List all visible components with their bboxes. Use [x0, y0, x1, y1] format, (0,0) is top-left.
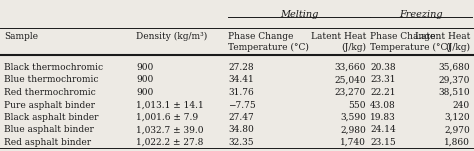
Text: 23.15: 23.15 — [370, 138, 396, 147]
Text: 31.76: 31.76 — [228, 88, 254, 97]
Text: Phase Change
Temperature (°C): Phase Change Temperature (°C) — [370, 32, 451, 52]
Text: Freezing: Freezing — [399, 10, 443, 19]
Text: 19.83: 19.83 — [370, 113, 396, 122]
Text: 2,980: 2,980 — [340, 125, 366, 135]
Text: Melting: Melting — [280, 10, 318, 19]
Text: 900: 900 — [136, 88, 153, 97]
Text: 27.47: 27.47 — [228, 113, 254, 122]
Text: Blue thermochromic: Blue thermochromic — [4, 76, 99, 85]
Text: Pure asphalt binder: Pure asphalt binder — [4, 101, 95, 109]
Text: Sample: Sample — [4, 32, 38, 41]
Text: 550: 550 — [348, 101, 366, 109]
Text: 25,040: 25,040 — [334, 76, 366, 85]
Text: 2,970: 2,970 — [444, 125, 470, 135]
Text: 900: 900 — [136, 76, 153, 85]
Text: 32.35: 32.35 — [228, 138, 254, 147]
Text: 27.28: 27.28 — [228, 63, 254, 72]
Text: 3,120: 3,120 — [444, 113, 470, 122]
Text: 1,001.6 ± 7.9: 1,001.6 ± 7.9 — [136, 113, 198, 122]
Text: Red thermochromic: Red thermochromic — [4, 88, 96, 97]
Text: 43.08: 43.08 — [370, 101, 396, 109]
Text: 1,860: 1,860 — [444, 138, 470, 147]
Text: 24.14: 24.14 — [370, 125, 396, 135]
Text: 34.41: 34.41 — [228, 76, 254, 85]
Text: 3,590: 3,590 — [340, 113, 366, 122]
Text: 35,680: 35,680 — [438, 63, 470, 72]
Text: 1,740: 1,740 — [340, 138, 366, 147]
Text: 23.31: 23.31 — [370, 76, 395, 85]
Text: 29,370: 29,370 — [438, 76, 470, 85]
Text: 900: 900 — [136, 63, 153, 72]
Text: Latent Heat
(J/kg): Latent Heat (J/kg) — [415, 32, 470, 52]
Text: Black thermochromic: Black thermochromic — [4, 63, 103, 72]
Text: −7.75: −7.75 — [228, 101, 256, 109]
Text: 240: 240 — [453, 101, 470, 109]
Text: 1,022.2 ± 27.8: 1,022.2 ± 27.8 — [136, 138, 203, 147]
Text: 38,510: 38,510 — [438, 88, 470, 97]
Text: 34.80: 34.80 — [228, 125, 254, 135]
Text: 1,013.1 ± 14.1: 1,013.1 ± 14.1 — [136, 101, 204, 109]
Text: Phase Change
Temperature (°C): Phase Change Temperature (°C) — [228, 32, 309, 52]
Text: 33,660: 33,660 — [335, 63, 366, 72]
Text: Density (kg/m³): Density (kg/m³) — [136, 32, 207, 41]
Text: Blue asphalt binder: Blue asphalt binder — [4, 125, 94, 135]
Text: 23,270: 23,270 — [335, 88, 366, 97]
Text: 22.21: 22.21 — [370, 88, 395, 97]
Text: Latent Heat
(J/kg): Latent Heat (J/kg) — [310, 32, 366, 52]
Text: Red asphalt binder: Red asphalt binder — [4, 138, 91, 147]
Text: Black asphalt binder: Black asphalt binder — [4, 113, 99, 122]
Text: 20.38: 20.38 — [370, 63, 396, 72]
Text: 1,032.7 ± 39.0: 1,032.7 ± 39.0 — [136, 125, 203, 135]
